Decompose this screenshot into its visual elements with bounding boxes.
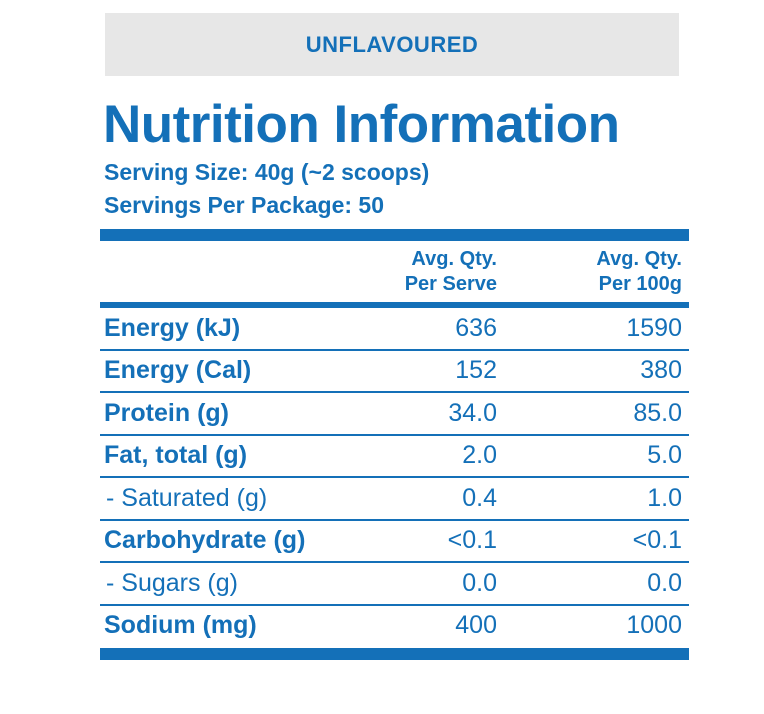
table-row-energy-kj: Energy (kJ) 636 1590: [100, 308, 689, 351]
row-value-per-100g: 85.0: [633, 398, 682, 427]
row-label: Protein (g): [104, 398, 229, 427]
table-row-fat-total: Fat, total (g) 2.0 5.0: [100, 436, 689, 478]
row-value-per-100g: 5.0: [647, 441, 682, 469]
row-label: - Saturated (g): [106, 483, 268, 512]
row-value-per-serve: 34.0: [448, 398, 497, 427]
table-row-sugars: - Sugars (g) 0.0 0.0: [100, 563, 689, 606]
row-label: Energy (Cal): [104, 356, 252, 384]
nutrition-table: Energy (kJ) 636 1590 Energy (Cal) 152 38…: [100, 308, 689, 646]
row-value-per-serve: 152: [455, 356, 497, 384]
row-label: Energy (kJ): [104, 313, 241, 342]
table-row-protein: Protein (g) 34.0 85.0: [100, 393, 689, 436]
row-label: Carbohydrate (g): [104, 526, 306, 554]
column-header-per-serve: Avg. Qty. Per Serve: [405, 247, 497, 297]
servings-per-package: Servings Per Package: 50: [104, 192, 384, 218]
column-header-per-serve-line1: Avg. Qty.: [411, 248, 497, 270]
row-label: - Sugars (g): [106, 568, 238, 597]
column-header-per-100g-line2: Per 100g: [598, 273, 682, 295]
table-row-sodium: Sodium (mg) 400 1000: [100, 606, 689, 647]
column-header-per-100g: Avg. Qty. Per 100g: [596, 247, 682, 297]
column-header-per-100g-line1: Avg. Qty.: [596, 248, 682, 270]
flavour-label: UNFLAVOURED: [305, 31, 479, 57]
row-label: Fat, total (g): [104, 441, 248, 469]
page-title: Nutrition Information: [103, 95, 620, 154]
row-value-per-serve: 0.4: [462, 483, 497, 512]
table-top-rule: [100, 229, 689, 241]
column-header-per-serve-line2: Per Serve: [404, 273, 497, 295]
row-value-per-serve: 2.0: [462, 441, 497, 469]
row-value-per-100g: 1590: [626, 313, 682, 342]
table-row-energy-cal: Energy (Cal) 152 380: [100, 351, 689, 393]
row-value-per-serve: 400: [455, 611, 497, 639]
row-value-per-100g: 1.0: [647, 483, 682, 512]
table-row-saturated: - Saturated (g) 0.4 1.0: [100, 478, 689, 521]
row-value-per-100g: <0.1: [632, 526, 682, 554]
row-value-per-serve: 0.0: [462, 568, 497, 597]
row-value-per-100g: 0.0: [647, 568, 682, 597]
row-value-per-serve: 636: [455, 313, 497, 342]
row-value-per-100g: 1000: [626, 611, 682, 639]
table-row-carbohydrate: Carbohydrate (g) <0.1 <0.1: [100, 521, 689, 563]
row-label: Sodium (mg): [104, 611, 257, 639]
serving-size: Serving Size: 40g (~2 scoops): [104, 159, 430, 185]
flavour-banner: UNFLAVOURED: [105, 13, 679, 76]
header-rule: [100, 302, 689, 308]
row-value-per-serve: <0.1: [447, 526, 497, 554]
table-bottom-rule: [100, 648, 689, 660]
row-value-per-100g: 380: [640, 356, 682, 384]
